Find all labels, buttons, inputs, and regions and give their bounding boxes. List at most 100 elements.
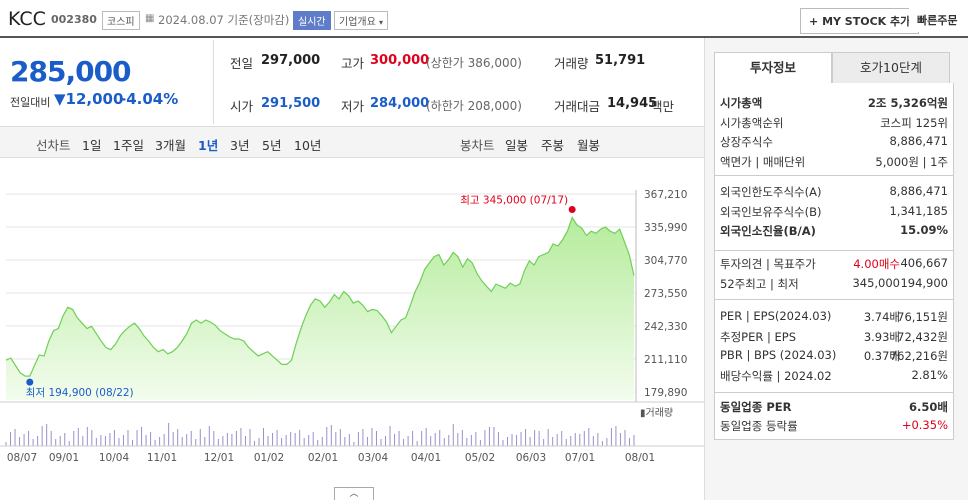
low-annotation: 최저 194,900 (08/22)	[26, 387, 134, 399]
x-tick-label: 09/01	[49, 452, 79, 464]
volume-label: 거래량	[554, 56, 589, 71]
info-row-value: 5,000원 | 1주	[875, 154, 948, 169]
company-info-label: 기업개요	[339, 17, 376, 28]
change-label: 전일대비	[10, 96, 51, 109]
tab-orderbook[interactable]: 호가10단계	[832, 52, 950, 84]
info-row-value: 1,341,185	[889, 203, 948, 218]
info-row-label: 시가총액순위	[720, 115, 784, 130]
period-3m[interactable]: 3개월	[155, 138, 186, 153]
x-tick-label: 11/01	[147, 452, 177, 464]
prev-close-value: 297,000	[261, 53, 321, 68]
base-date: 2024.08.07 기준(장마감)	[158, 13, 290, 27]
high-value: 300,000	[370, 53, 430, 68]
x-tick-label: 12/01	[204, 452, 234, 464]
candle-monthly[interactable]: 월봉	[577, 138, 601, 153]
open-value: 291,500	[261, 96, 321, 111]
low-marker	[26, 378, 34, 386]
x-tick-label: 07/01	[565, 452, 595, 464]
trade-amount-unit: 백만	[651, 99, 675, 114]
x-tick-label: 08/01	[625, 452, 655, 464]
change-amount: ▼12,000	[54, 90, 123, 108]
info-row: 배당수익률 | 2024.02 2.81%	[720, 368, 948, 386]
info-row-value: 2.81%	[911, 367, 948, 382]
trade-amount-label: 거래대금	[554, 99, 601, 114]
info-row: 투자의견 | 목표주가 4.00매수 406,667	[720, 256, 948, 274]
candle-weekly[interactable]: 주봉	[541, 138, 565, 153]
period-3y[interactable]: 3년	[230, 138, 250, 153]
x-tick-label: 02/01	[308, 452, 338, 464]
info-row-label: 동일업종 등락률	[720, 419, 798, 433]
stock-code: 002380	[51, 13, 97, 26]
info-row: PBR | BPS (2024.03) 0.37배 762,216원	[720, 348, 948, 366]
info-row-value: 76,151원	[897, 310, 948, 324]
lower-limit: (하한가 208,000)	[426, 99, 522, 113]
volume-label: ▮거래량	[640, 407, 673, 419]
tab-investment-info[interactable]: 투자정보	[714, 52, 832, 84]
price-line	[5, 216, 635, 377]
info-row-label: 배당수익률 | 2024.02	[720, 368, 832, 383]
info-row-value: +0.35%	[901, 418, 948, 432]
info-row-value: 72,432원	[897, 329, 948, 344]
low-value: 284,000	[370, 96, 430, 111]
current-price: 285,000	[10, 55, 132, 88]
info-row: 외국인한도주식수(A) 8,886,471	[720, 184, 948, 202]
info-row-value: 406,667	[900, 256, 948, 270]
info-row-value-1: 345,000	[852, 275, 900, 290]
info-row-label: 상장주식수	[720, 135, 773, 149]
realtime-button[interactable]: 실시간	[293, 11, 331, 30]
divider	[213, 40, 214, 124]
x-tick-label: 06/03	[516, 452, 546, 464]
info-row: 외국인보유주식수(B) 1,341,185	[720, 204, 948, 222]
info-row: 액면가 | 매매단위 5,000원 | 1주	[720, 154, 948, 172]
down-triangle-icon: ▼	[54, 90, 66, 108]
info-row: 시가총액 2조 5,326억원	[720, 95, 948, 113]
change-value: 12,000	[65, 90, 124, 108]
quick-order-button[interactable]: 빠른주문	[909, 8, 966, 32]
info-row-label: PBR | BPS (2024.03)	[720, 348, 837, 362]
info-row: 동일업종 등락률 +0.35%	[720, 418, 948, 436]
line-chart-label: 선차트	[36, 138, 71, 153]
change-pct: -4.04%	[120, 90, 179, 108]
info-row-label: 추정PER | EPS	[720, 329, 797, 344]
open-label: 시가	[230, 99, 254, 114]
mystock-add-button[interactable]: + MY STOCK 추가	[800, 8, 920, 34]
info-row: 동일업종 PER 6.50배	[720, 399, 948, 417]
period-1y[interactable]: 1년	[198, 138, 219, 153]
info-row-label: PER | EPS(2024.03)	[720, 309, 832, 323]
info-separator	[714, 392, 954, 393]
candle-daily[interactable]: 일봉	[505, 138, 529, 153]
info-row: 52주최고 | 최저 345,000 194,900	[720, 276, 948, 294]
y-tick-label: 273,550	[644, 288, 687, 300]
high-label: 고가	[341, 56, 365, 71]
info-row-label: 외국인보유주식수(B)	[720, 204, 822, 219]
price-chart: 367,210 335,990 304,770 273,550 242,330 211,1…	[0, 189, 704, 464]
y-tick-label: 211,110	[644, 354, 687, 366]
info-row-value: 15.09%	[900, 223, 948, 237]
company-info-dropdown[interactable]: 기업개요 ▾	[334, 11, 389, 30]
high-marker	[568, 205, 576, 213]
info-row-value: 762,216원	[889, 349, 948, 363]
info-row-value: 194,900	[900, 275, 948, 290]
info-row-value-1: 0.37배	[863, 349, 900, 363]
info-row-value: 8,886,471	[889, 134, 948, 148]
period-1d[interactable]: 1일	[82, 138, 102, 153]
y-tick-label: 304,770	[644, 255, 687, 267]
x-tick-label: 05/02	[465, 452, 495, 464]
info-row-label: 외국인소진율(B/A)	[720, 224, 816, 238]
plus-icon: +	[809, 15, 819, 28]
period-1w[interactable]: 1주일	[113, 138, 144, 153]
period-10y[interactable]: 10년	[294, 138, 322, 153]
volume-value: 51,791	[595, 53, 646, 68]
trade-amount-value: 14,945	[607, 96, 658, 111]
stock-header: KCC 002380 코스피 ▦ 2024.08.07 기준(장마감) 실시간 …	[0, 0, 968, 38]
info-row-label: 액면가 | 매매단위	[720, 154, 806, 169]
high-annotation: 최고 345,000 (07/17)	[460, 194, 568, 206]
info-row-value-1: 3.74배	[863, 310, 900, 324]
info-row-label: 외국인한도주식수(A)	[720, 185, 822, 199]
period-5y[interactable]: 5년	[262, 138, 282, 153]
mystock-label: MY STOCK 추가	[822, 15, 911, 28]
info-row: 시가총액순위 코스피 125위	[720, 115, 948, 133]
x-tick-label: 10/04	[99, 452, 130, 464]
info-row: 상장주식수 8,886,471	[720, 134, 948, 152]
collapse-toggle-icon[interactable]: ︿	[334, 487, 374, 500]
